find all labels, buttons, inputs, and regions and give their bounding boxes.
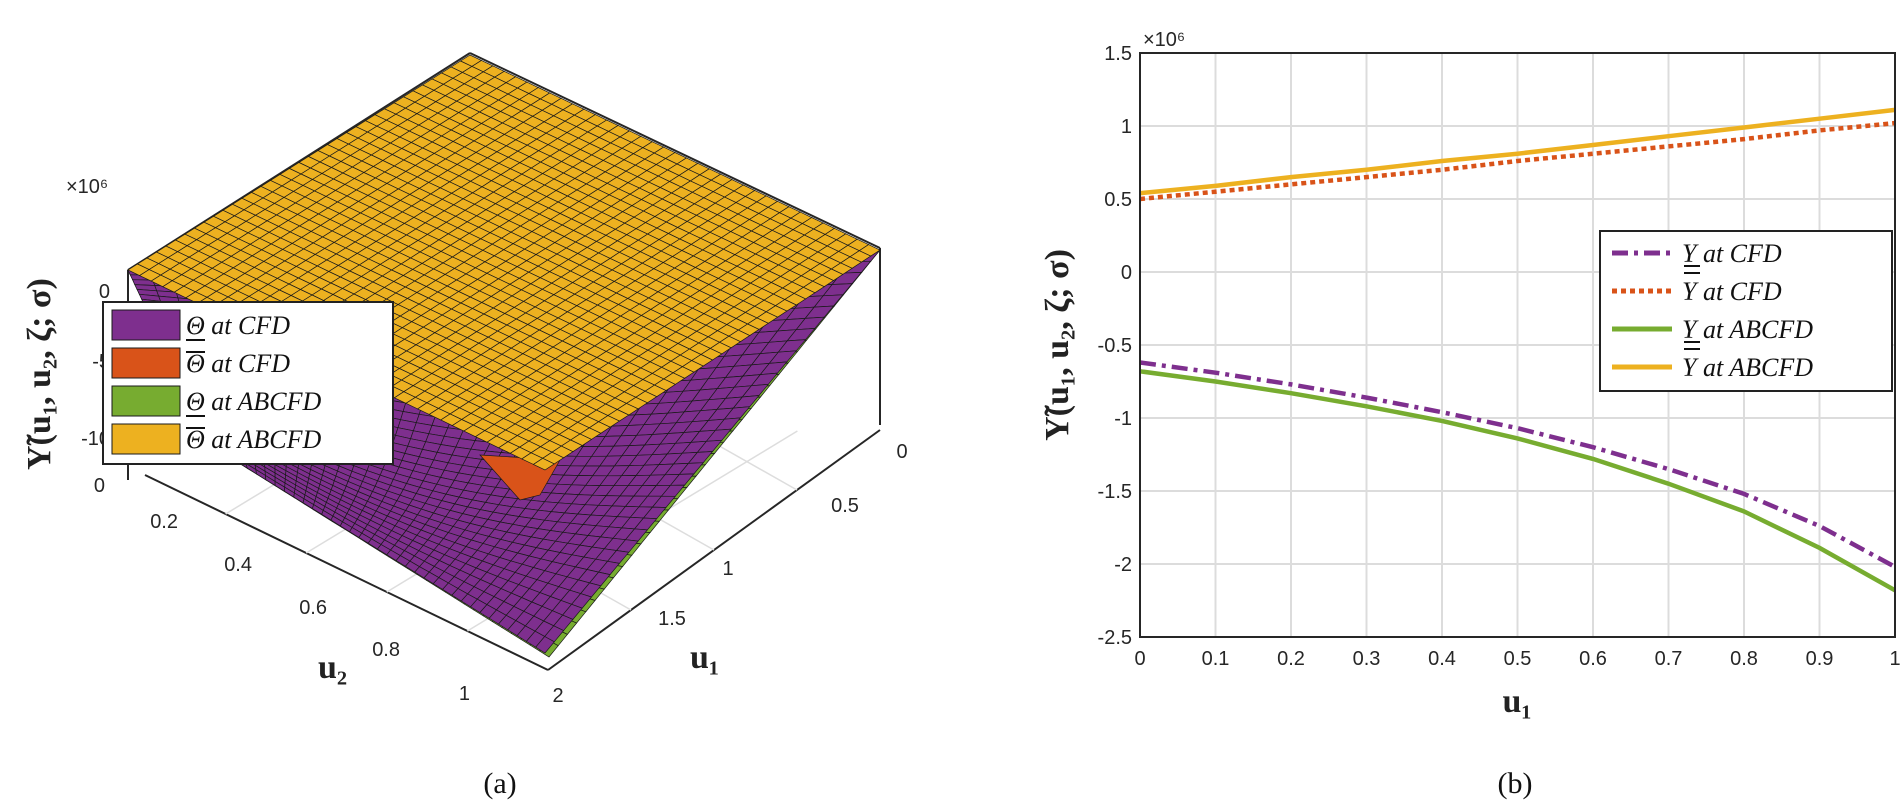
panel-b-series-line-1: [1139, 120, 1896, 202]
panel-b-y-tick: 1.5: [1104, 43, 1132, 65]
panel-b-x-tick: 0: [1134, 648, 1145, 670]
panel-b-y-tick: -1: [1114, 408, 1132, 430]
panel-b-legend-label: Υ at CFD: [1682, 277, 1782, 306]
panel-b-legend: Υ at CFD Υ at CFD Υ at ABCFD Υ at ABCFD: [1599, 230, 1893, 392]
panel-a-z-axis-label: Υ̃(u₁, u₂, ζ; σ): [21, 278, 58, 470]
panel-a-legend-swatch: [111, 309, 181, 341]
panel-b-x-tick: 0.1: [1202, 648, 1230, 670]
panel-b-line-plot: 0 0.1 0.2 0.3 0.4 0.5 0.6 0.7 0.8 0.9 1 1.5 1 0.5 0 -0.…: [1039, 29, 1900, 800]
panel-b-y-tick: -2: [1114, 554, 1132, 576]
panel-a-u2-axis-line: [144, 474, 549, 671]
panel-a-legend-swatch: [111, 385, 181, 417]
panel-b-x-tick: 0.3: [1353, 648, 1381, 670]
panel-b-y-tick: -2.5: [1098, 627, 1132, 649]
panel-b-axes-frame: [1139, 52, 1896, 638]
panel-b-x-tick: 1: [1889, 648, 1900, 670]
panel-a-u2-tick: 0.4: [224, 554, 252, 576]
panel-a-top-edge: [469, 52, 881, 249]
panel-a-surface-upper-abcfd: [127, 54, 881, 471]
panel-a-u2-tick: 0.8: [372, 639, 400, 661]
panel-a-u1-tick: 1.5: [658, 608, 686, 630]
panel-a-u1-tick: 0.5: [831, 495, 859, 517]
panel-b-series-line-2: [1139, 369, 1897, 593]
panel-b-x-tick: 0.6: [1579, 648, 1607, 670]
panel-a-legend-label: Θ at ABCFD: [186, 387, 322, 416]
panel-a-legend-label: Θ at ABCFD: [186, 425, 322, 454]
panel-a-u2-axis-label: u₂: [318, 649, 347, 686]
panel-b-series-line-0: [1139, 360, 1897, 569]
panel-b-y-multiplier: ×10⁶: [1143, 29, 1185, 51]
panel-b-legend-label: Υ at ABCFD: [1682, 315, 1813, 344]
panel-a-u1-tick: 2: [552, 685, 563, 707]
panel-b-legend-label: Υ at CFD: [1682, 239, 1782, 268]
panel-a-z-multiplier: ×10⁶: [66, 176, 108, 198]
panel-a-legend-label: Θ at CFD: [186, 311, 290, 340]
panel-a-legend-swatch: [111, 423, 181, 455]
panel-b-y-tick: 0.5: [1104, 189, 1132, 211]
panel-b-x-tick: 0.8: [1730, 648, 1758, 670]
panel-b-x-tick: 0.9: [1806, 648, 1834, 670]
panel-b-legend-box: [1599, 230, 1893, 392]
panel-a-z-tick: 0: [99, 281, 110, 303]
panel-a-surface-upper-abcfd-patch: [532, 457, 556, 471]
panel-b-caption: (b): [1498, 767, 1533, 800]
panel-b-series-lines: [1139, 107, 1897, 593]
panel-a-u2-tick: 0.6: [299, 597, 327, 619]
panel-b-x-tick: 0.4: [1428, 648, 1456, 670]
panel-b-tick-labels: 0 0.1 0.2 0.3 0.4 0.5 0.6 0.7 0.8 0.9 1 1.5 1 0.5 0 -0.…: [1098, 43, 1900, 670]
panel-a-legend-label: Θ at CFD: [186, 349, 290, 378]
panel-b-x-tick: 0.2: [1277, 648, 1305, 670]
panel-a-u1-axis-label: u₁: [690, 639, 719, 676]
panel-a-u1-tick: 1: [722, 558, 733, 580]
panel-a-u1-tick: 0: [896, 441, 907, 463]
panel-b-x-tick: 0.7: [1655, 648, 1683, 670]
panel-a-u2-tick: 1: [459, 683, 470, 705]
panel-a-caption: (a): [483, 767, 516, 800]
panel-b-y-tick: -1.5: [1098, 481, 1132, 503]
panel-b-series-line-3: [1139, 107, 1896, 196]
panel-b-x-axis-label: u₁: [1502, 683, 1531, 720]
panel-b-y-axis-label: Υ̃(u₁, u₂, ζ; σ): [1039, 249, 1076, 441]
panel-a-u2-tick: 0: [94, 475, 105, 497]
panel-a-legend-swatch: [111, 347, 181, 379]
panel-b-x-tick: 0.5: [1504, 648, 1532, 670]
panel-b-y-tick: 1: [1121, 116, 1132, 138]
panel-b-y-tick: 0: [1121, 262, 1132, 284]
panel-a-legend: Θ at CFD Θ at CFD Θ at ABCFD Θ at ABCFD: [102, 301, 394, 465]
panel-b-legend-label: Υ at ABCFD: [1682, 353, 1813, 382]
panel-b-y-tick: -0.5: [1098, 335, 1132, 357]
panel-a-surface-lower-cfd-patch: [535, 636, 555, 654]
panel-a-u2-tick: 0.2: [150, 511, 178, 533]
